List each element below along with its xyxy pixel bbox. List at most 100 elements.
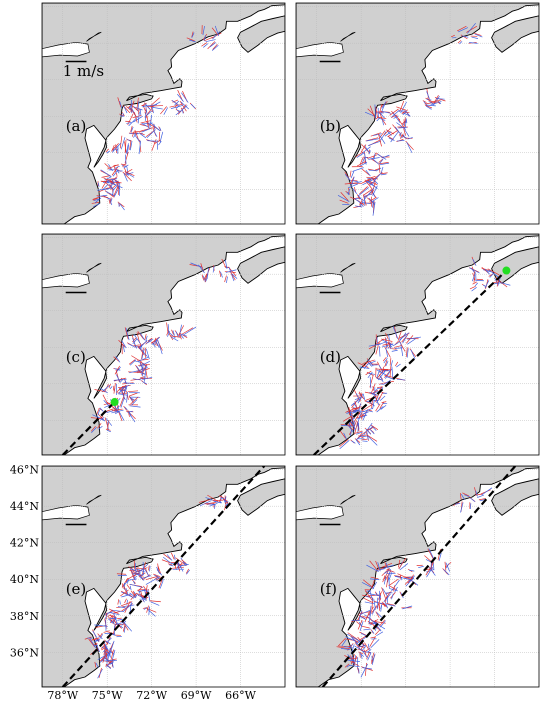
current-vector [367, 154, 378, 159]
current-vector [166, 554, 173, 561]
current-vector [348, 407, 350, 416]
current-vector [146, 340, 152, 344]
current-vector [384, 561, 388, 568]
current-vector [340, 648, 351, 651]
current-vector [375, 393, 380, 403]
current-vector [125, 328, 130, 341]
current-vector [380, 605, 383, 612]
current-vector [154, 574, 160, 578]
current-vector [473, 32, 482, 36]
current-vector [145, 109, 148, 114]
current-vector [501, 282, 511, 286]
current-vector [105, 428, 111, 431]
current-vector [337, 638, 346, 647]
current-vector [372, 185, 378, 196]
current-vector [346, 410, 360, 414]
current-vector [93, 643, 98, 645]
current-vector [390, 114, 398, 118]
current-vector [362, 359, 375, 364]
panel-frame [295, 233, 540, 456]
current-vector [99, 407, 104, 412]
current-vector [367, 177, 376, 180]
current-vector [129, 405, 141, 408]
current-vector [469, 503, 472, 510]
current-vector [209, 502, 218, 507]
current-vector [348, 425, 354, 433]
current-vector [94, 661, 97, 668]
current-vector [103, 630, 110, 633]
current-vector [129, 359, 137, 366]
current-vector [116, 386, 124, 393]
panel-label: (c) [66, 348, 86, 366]
current-vector [108, 383, 111, 388]
current-vector [144, 333, 147, 340]
current-vector [424, 555, 432, 563]
current-vector [143, 585, 148, 592]
current-vector [461, 493, 465, 500]
current-vector [225, 269, 237, 273]
current-vector [369, 180, 376, 186]
current-vector [123, 621, 133, 632]
current-vector [119, 203, 125, 211]
panel-frame [41, 465, 286, 688]
current-vector [115, 144, 118, 153]
current-vector [355, 393, 360, 399]
current-vector [407, 338, 417, 345]
current-vector [469, 267, 480, 274]
current-vector [116, 165, 120, 168]
current-vector [108, 608, 119, 615]
current-vector [372, 390, 379, 394]
current-vector [378, 346, 381, 357]
map-panel: 1 m/s (a) [41, 2, 286, 225]
current-vector [146, 129, 156, 138]
current-vector [358, 645, 367, 648]
current-vector [385, 129, 395, 135]
current-vector [181, 327, 194, 335]
map-content: (d) [296, 234, 539, 455]
current-vector [403, 136, 408, 139]
current-vector [101, 179, 108, 189]
current-vector [180, 334, 184, 339]
current-vector [159, 127, 162, 131]
lake [42, 41, 90, 58]
current-vector [130, 125, 133, 132]
current-vector [91, 426, 97, 433]
current-vector [172, 99, 179, 103]
current-vector [119, 412, 125, 421]
current-vector [139, 332, 145, 341]
current-vector [127, 139, 131, 141]
current-vector [93, 203, 101, 208]
current-vector [118, 202, 125, 208]
current-vector [129, 585, 132, 591]
lat-tick-label: 44°N [10, 500, 39, 513]
current-vector [351, 176, 355, 185]
current-vector [226, 276, 228, 283]
lon-tick-label: 78°W [47, 689, 78, 702]
current-vector [390, 131, 399, 143]
current-vector [359, 199, 365, 207]
current-vector [350, 416, 355, 420]
current-vector [426, 567, 433, 578]
current-vector [367, 435, 378, 446]
current-vector [434, 97, 446, 102]
current-vector [357, 195, 363, 201]
storm-track [61, 466, 266, 687]
current-vector [96, 638, 100, 642]
current-vector [109, 386, 113, 390]
current-vector [119, 101, 123, 109]
current-vector [133, 580, 136, 585]
current-vector [102, 184, 109, 190]
current-vector [354, 205, 363, 208]
current-vector [129, 568, 135, 571]
current-vector [370, 639, 380, 648]
current-vector [376, 396, 380, 404]
current-vector [92, 196, 101, 200]
current-vector [359, 186, 368, 195]
current-vector [368, 606, 374, 616]
current-vector [177, 561, 184, 572]
lon-tick-label: 66°W [225, 689, 256, 702]
current-vector [356, 621, 361, 626]
current-vector [147, 140, 157, 142]
current-vector [356, 414, 366, 419]
current-vector [389, 588, 398, 592]
